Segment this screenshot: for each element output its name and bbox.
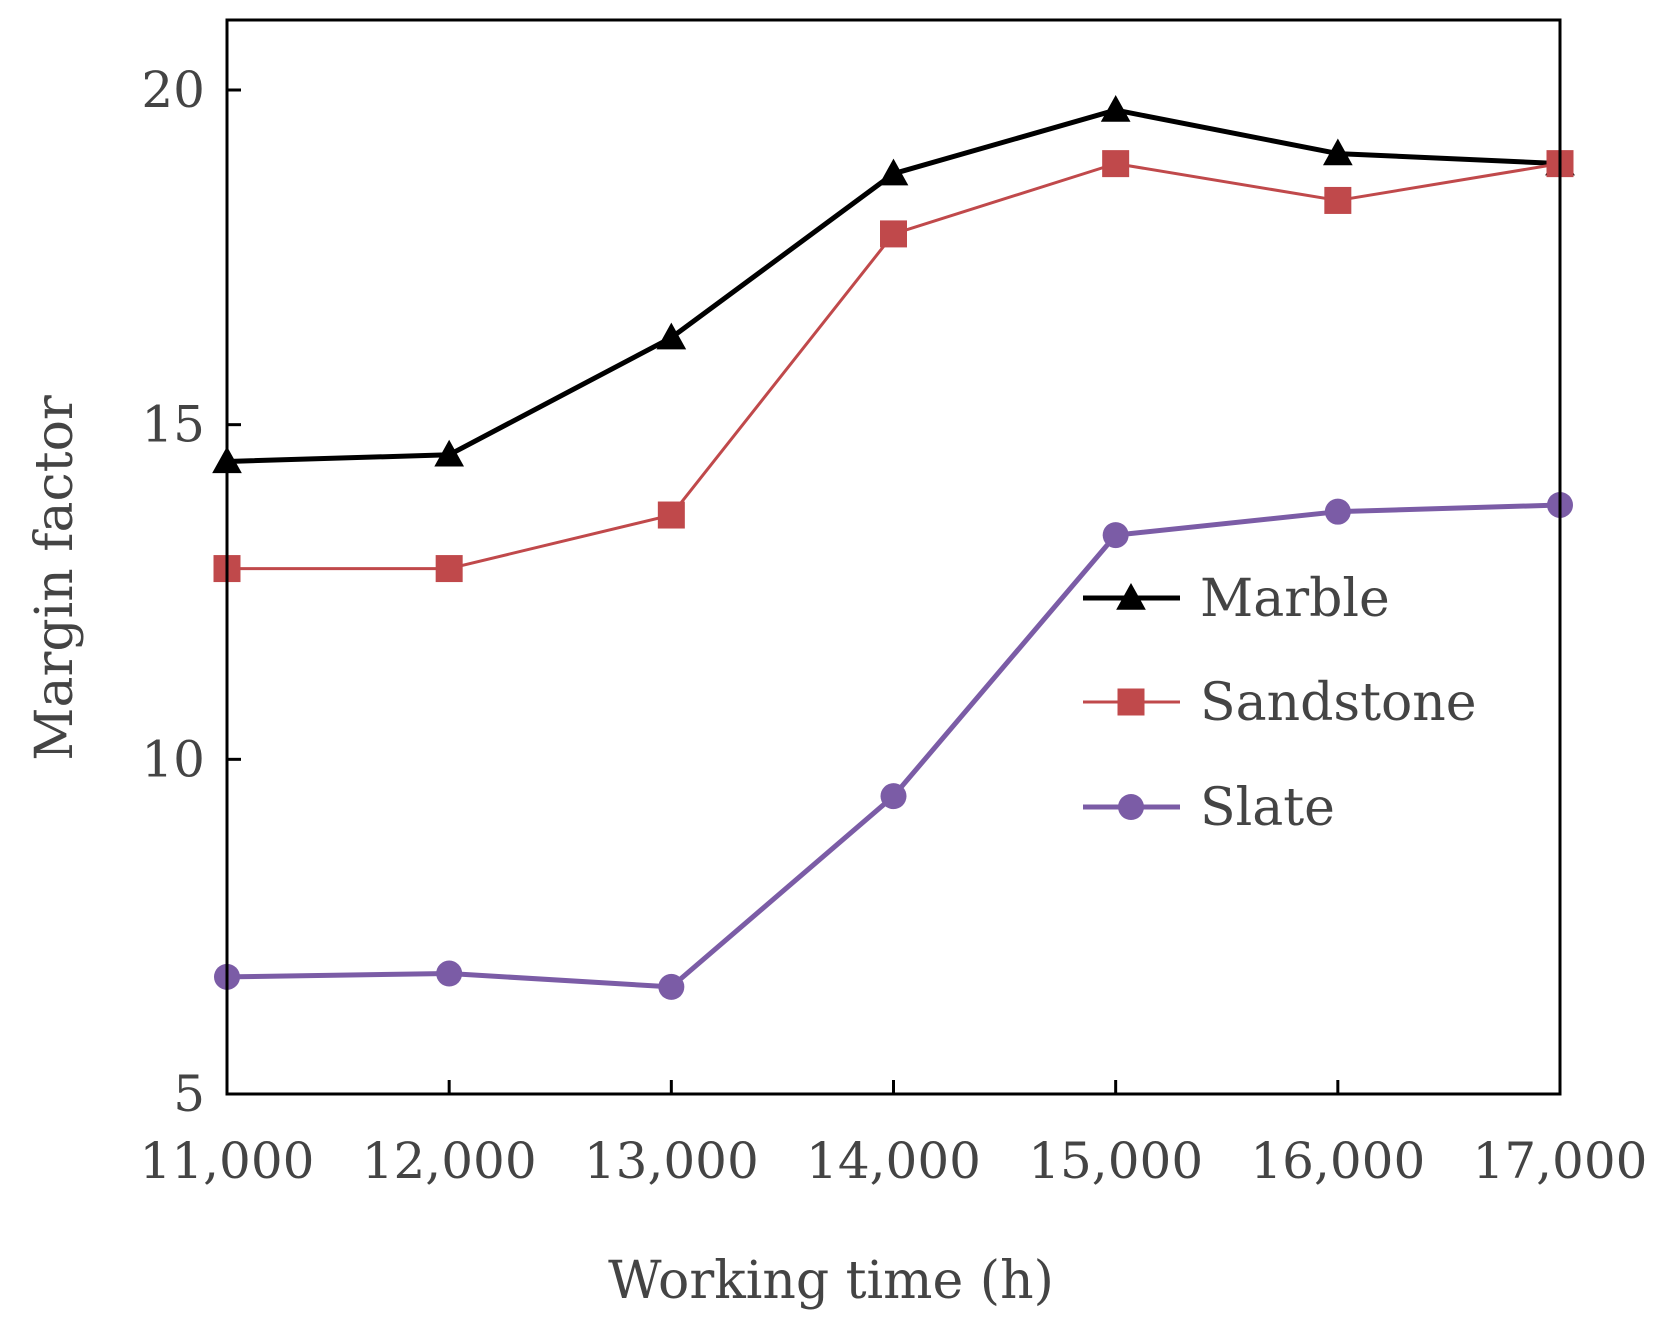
series-marble <box>212 95 1575 474</box>
x-tick-label: 14,000 <box>806 1132 981 1190</box>
y-tick-label: 10 <box>141 730 205 788</box>
legend-item-slate: Slate <box>1083 778 1335 838</box>
x-axis-title: Working time (h) <box>608 1251 1054 1311</box>
data-point-marble <box>656 322 687 350</box>
data-point-marble <box>878 158 909 186</box>
data-point-sandstone <box>435 555 463 583</box>
data-point-sandstone <box>657 501 685 529</box>
y-axis-title: Margin factor <box>25 395 85 761</box>
y-axis-ticks: 5 10 15 20 <box>141 61 241 1123</box>
x-axis-ticks: 11,000 12,000 13,000 14,000 15,000 16,000 17,0… <box>140 1080 1648 1190</box>
data-point-marble <box>1100 95 1131 122</box>
x-tick-label: 11,000 <box>140 1132 315 1190</box>
data-point-slate <box>880 783 907 810</box>
legend-marker-slate <box>1118 794 1144 820</box>
y-tick-label: 20 <box>141 61 205 119</box>
data-point-sandstone <box>880 220 907 248</box>
legend-item-sandstone: Sandstone <box>1083 673 1477 733</box>
legend: Marble Sandstone Slate <box>1083 569 1477 838</box>
legend-marker-marble <box>1116 582 1146 610</box>
x-tick-label: 16,000 <box>1250 1132 1425 1190</box>
y-tick-label: 15 <box>141 396 205 454</box>
legend-marker-sandstone <box>1117 688 1145 716</box>
data-point-slate <box>1324 498 1351 525</box>
series-sandstone <box>213 150 1574 583</box>
legend-label-sandstone: Sandstone <box>1200 673 1477 733</box>
x-tick-label: 12,000 <box>362 1132 537 1190</box>
data-point-slate <box>436 960 463 987</box>
legend-item-marble: Marble <box>1083 569 1390 629</box>
legend-label-slate: Slate <box>1200 778 1335 838</box>
series-layer <box>212 95 1575 1000</box>
plot-area-frame <box>225 18 1562 1096</box>
y-tick-label: 5 <box>173 1065 205 1123</box>
data-point-sandstone <box>1102 150 1130 178</box>
data-point-slate <box>1102 522 1129 549</box>
data-point-sandstone <box>1324 186 1352 214</box>
data-point-marble <box>1322 138 1353 166</box>
x-tick-label: 13,000 <box>584 1132 759 1190</box>
legend-label-marble: Marble <box>1200 569 1390 629</box>
x-tick-label: 17,000 <box>1473 1132 1648 1190</box>
data-point-marble <box>434 439 465 467</box>
x-tick-label: 15,000 <box>1028 1132 1203 1190</box>
data-point-slate <box>658 973 685 1000</box>
